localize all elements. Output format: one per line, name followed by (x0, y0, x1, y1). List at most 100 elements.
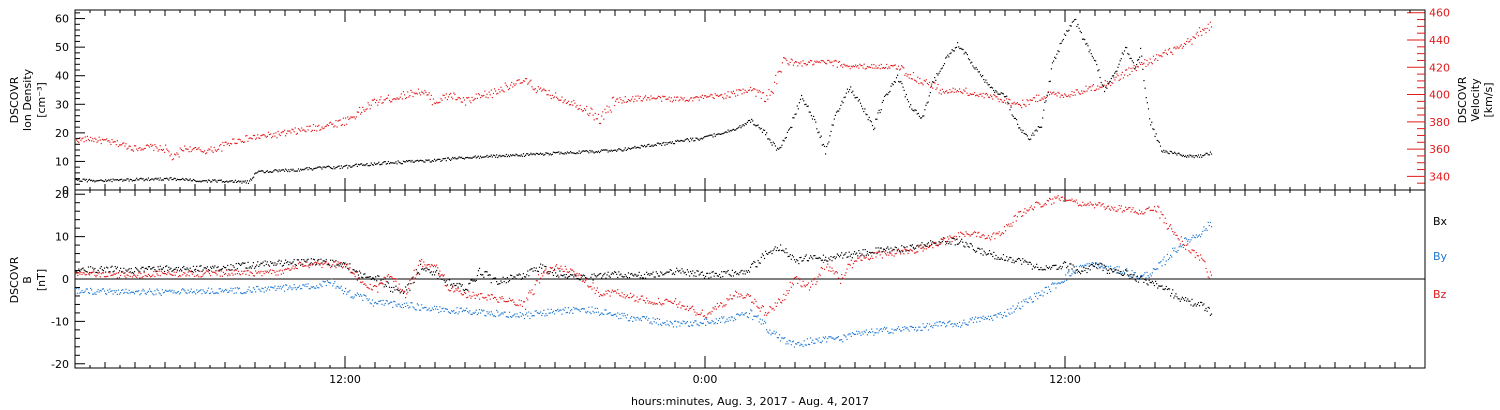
data-point (953, 91, 955, 94)
data-point (598, 314, 601, 316)
data-point (857, 255, 859, 257)
data-point (1085, 43, 1087, 45)
data-point (335, 260, 337, 262)
data-point (518, 273, 520, 275)
data-point (114, 265, 116, 268)
data-point (582, 150, 585, 152)
data-point (541, 267, 543, 269)
data-point (558, 99, 560, 101)
data-point (1179, 245, 1181, 247)
data-point (795, 60, 797, 63)
data-point (1059, 265, 1061, 268)
data-point (701, 94, 703, 97)
data-point (856, 252, 858, 254)
data-point (113, 179, 115, 181)
data-point (352, 269, 354, 271)
data-point (1135, 276, 1137, 278)
data-point (860, 334, 862, 336)
data-point (751, 263, 753, 265)
data-point (377, 275, 379, 277)
data-point (640, 274, 642, 277)
data-point (820, 342, 822, 344)
data-point (1016, 305, 1018, 307)
data-point (1188, 300, 1190, 302)
data-point (827, 59, 829, 62)
data-point (116, 140, 118, 142)
data-point (909, 244, 911, 247)
data-point (292, 287, 294, 289)
bottom-left-tick-label: 0 (62, 273, 69, 286)
data-point (1078, 271, 1081, 273)
data-point (469, 310, 471, 312)
data-point (286, 268, 288, 270)
data-point (969, 93, 971, 95)
data-point (249, 180, 251, 182)
data-point (967, 58, 970, 60)
data-point (393, 98, 395, 100)
data-point (1077, 91, 1080, 93)
top-left-tick-label: 50 (55, 41, 69, 54)
data-point (1137, 281, 1140, 283)
data-point (274, 285, 276, 287)
data-point (950, 52, 952, 54)
data-point (259, 137, 261, 140)
data-point (482, 95, 484, 97)
data-point (1131, 270, 1133, 272)
data-point (575, 274, 577, 276)
data-point (1126, 270, 1128, 272)
data-point (137, 179, 139, 181)
data-point (538, 153, 541, 155)
data-point (181, 289, 183, 291)
data-point (183, 178, 185, 181)
data-point (1194, 37, 1196, 39)
data-point (167, 290, 169, 292)
data-point (120, 274, 122, 277)
data-point (641, 316, 643, 318)
data-point (265, 136, 267, 138)
data-point (775, 331, 777, 333)
data-point (275, 264, 277, 266)
data-point (101, 288, 103, 290)
data-point (151, 145, 153, 147)
data-point (205, 292, 207, 294)
data-point (890, 85, 892, 87)
data-point (736, 89, 738, 91)
data-point (977, 317, 979, 319)
data-point (98, 136, 100, 138)
data-point (447, 157, 450, 159)
data-point (645, 277, 647, 279)
data-point (190, 150, 192, 153)
data-point (127, 147, 129, 149)
data-point (413, 92, 415, 94)
data-point (481, 274, 483, 276)
data-point (905, 72, 907, 75)
data-point (891, 65, 893, 67)
data-point (124, 291, 126, 293)
data-point (154, 275, 156, 278)
data-point (568, 312, 571, 314)
data-point (376, 99, 378, 101)
data-point (237, 138, 239, 141)
data-point (1149, 58, 1151, 60)
data-point (608, 106, 610, 108)
data-point (168, 266, 170, 268)
data-point (603, 118, 605, 120)
data-point (348, 268, 350, 270)
data-point (159, 265, 161, 267)
data-point (916, 245, 918, 247)
data-point (420, 159, 422, 161)
data-point (1185, 155, 1187, 157)
data-point (495, 156, 497, 158)
data-point (213, 267, 215, 269)
data-point (1127, 270, 1129, 272)
data-point (1046, 266, 1048, 269)
data-point (109, 270, 111, 273)
data-point (833, 60, 835, 62)
data-point (563, 100, 565, 102)
data-point (1085, 264, 1087, 267)
data-point (696, 323, 698, 325)
data-point (828, 141, 830, 143)
data-point (398, 161, 400, 163)
data-point (583, 308, 586, 310)
